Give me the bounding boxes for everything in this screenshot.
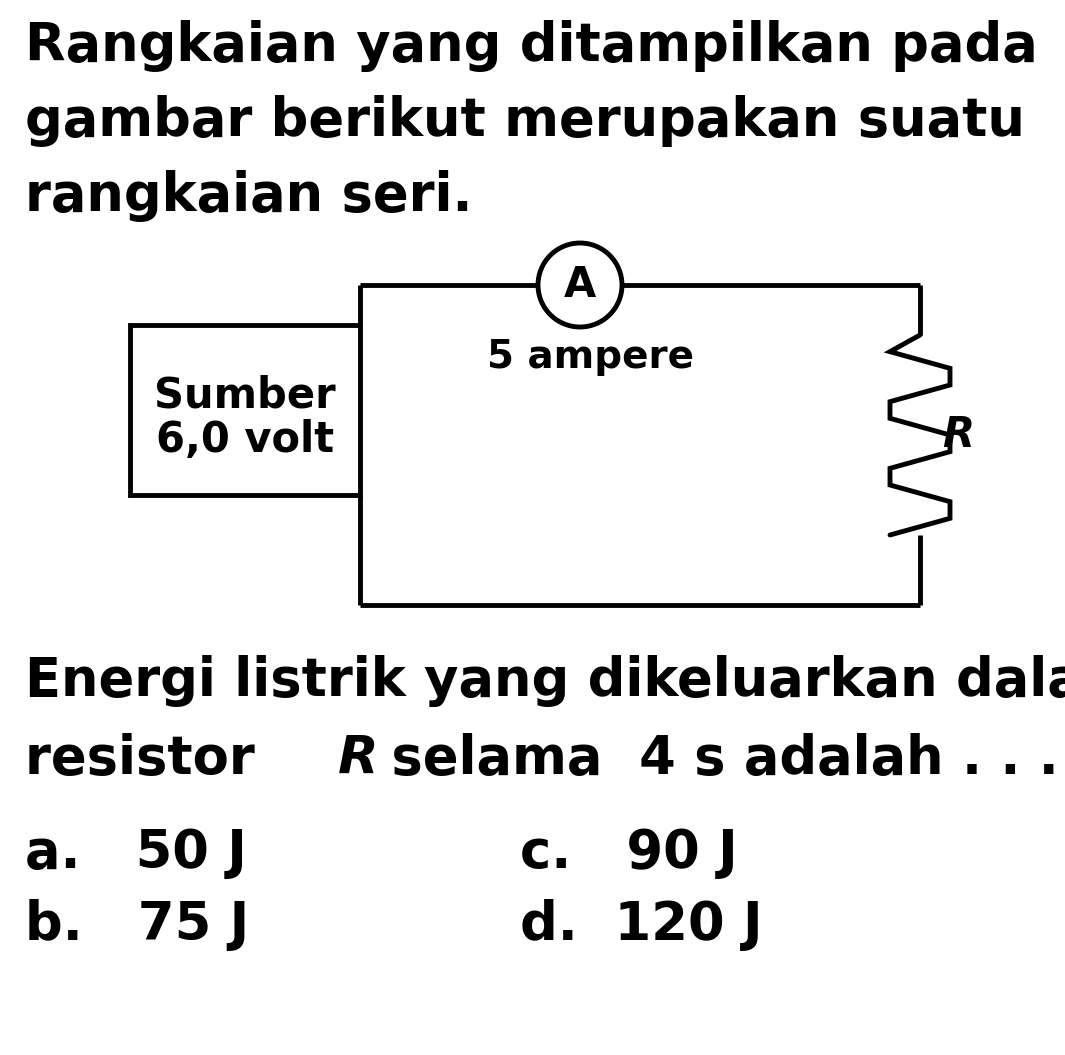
Circle shape [538,243,622,327]
Text: resistor: resistor [24,733,273,785]
Text: R: R [943,414,974,456]
Bar [130,325,360,495]
Text: b.   75 J: b. 75 J [24,899,249,951]
Text: Sumber: Sumber [154,375,335,416]
Text: d.  120 J: d. 120 J [520,899,763,951]
Text: gambar berikut merupakan suatu: gambar berikut merupakan suatu [24,95,1025,147]
Text: c.   90 J: c. 90 J [520,827,738,879]
Text: Energi listrik yang dikeluarkan dalam: Energi listrik yang dikeluarkan dalam [24,655,1065,707]
Text: R: R [338,733,379,785]
Text: 6,0 volt: 6,0 volt [155,419,334,461]
Text: a.   50 J: a. 50 J [24,827,247,879]
Text: rangkaian seri.: rangkaian seri. [24,170,473,222]
Text: A: A [563,264,596,306]
Text: selama  4 s adalah . . . .: selama 4 s adalah . . . . [373,733,1065,785]
Text: 5 ampere: 5 ampere [487,338,693,376]
Text: Rangkaian yang ditampilkan pada: Rangkaian yang ditampilkan pada [24,20,1037,72]
